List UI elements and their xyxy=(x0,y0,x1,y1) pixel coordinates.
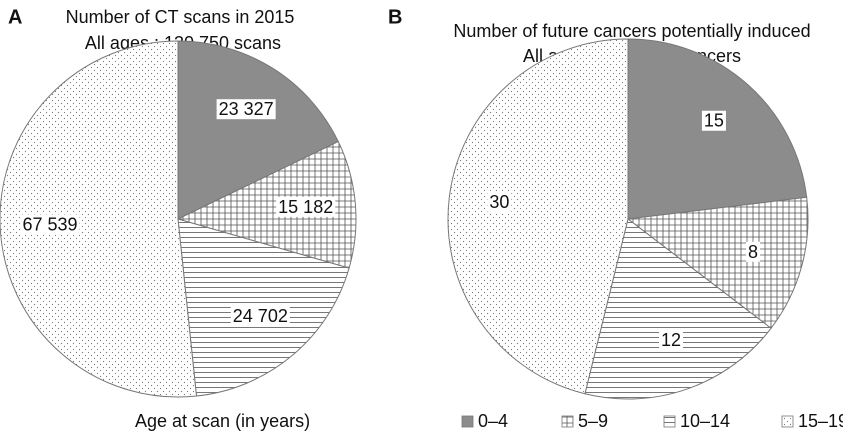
legend-swatch xyxy=(781,415,794,428)
panel-label: B xyxy=(388,6,402,28)
chart-title: Number of future cancers potentially ind… xyxy=(453,21,810,41)
label-background xyxy=(276,196,336,217)
data-label: 23 327 xyxy=(219,99,274,119)
legend-swatch xyxy=(663,415,676,428)
legend-label: 0–4 xyxy=(478,411,508,431)
panel-label: A xyxy=(8,6,22,28)
label-background xyxy=(487,192,512,213)
label-background xyxy=(216,99,276,120)
data-label: 24 702 xyxy=(233,306,288,326)
data-label: 15 xyxy=(704,111,724,131)
pie-slice xyxy=(177,40,339,220)
data-label: 67 539 xyxy=(22,214,77,234)
legend-label: 15–19 xyxy=(798,411,843,431)
label-background xyxy=(658,330,684,351)
legend-swatch xyxy=(461,415,474,428)
pie-slice xyxy=(626,196,809,329)
data-label: 15 182 xyxy=(278,197,333,217)
pie-slice xyxy=(0,40,198,398)
chart-title: Number of CT scans in 2015 xyxy=(66,7,295,27)
label-background xyxy=(230,305,290,326)
legend-label: 5–9 xyxy=(578,411,608,431)
legend-swatch xyxy=(561,415,574,428)
legend-label: 10–14 xyxy=(680,411,730,431)
legend-title: Age at scan (in years) xyxy=(135,411,310,431)
data-label: 12 xyxy=(661,330,681,350)
data-label: 30 xyxy=(489,192,509,212)
pie-slice xyxy=(447,38,629,395)
label-background xyxy=(20,214,80,235)
data-label: 8 xyxy=(748,242,758,262)
label-background xyxy=(746,241,761,262)
label-background xyxy=(701,110,726,131)
pie-slice xyxy=(584,218,772,400)
pie-slice xyxy=(176,140,357,269)
